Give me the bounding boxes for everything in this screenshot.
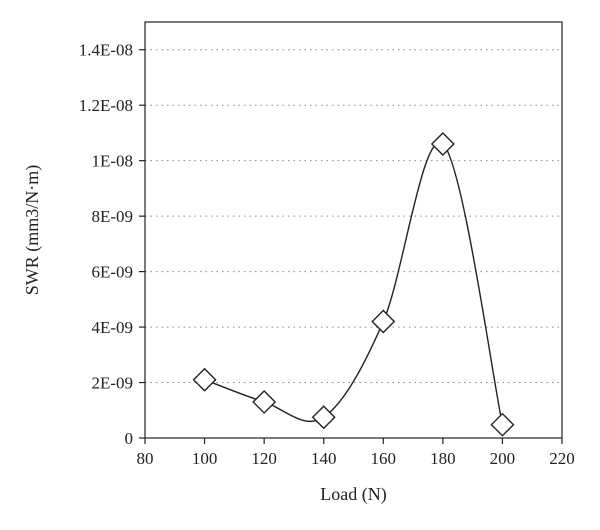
y-axis-title: SWR (mm3/N·m) (22, 165, 43, 296)
x-tick-label: 180 (430, 449, 456, 468)
y-tick-label: 6E-09 (91, 263, 133, 282)
grid-lines (145, 49, 562, 384)
data-point-marker (490, 412, 515, 437)
x-axis: 80 100 120 140 160 180 200 220 (137, 438, 575, 468)
y-tick-label: 8E-09 (91, 207, 133, 226)
x-tick-label: 220 (549, 449, 575, 468)
y-tick-label: 1.2E-08 (79, 96, 133, 115)
data-point-marker (371, 309, 396, 334)
y-tick-label: 4E-09 (91, 318, 133, 337)
y-tick-label: 1.4E-08 (79, 41, 133, 60)
x-tick-label: 100 (192, 449, 218, 468)
series-curve (204, 141, 504, 425)
x-tick-label: 200 (490, 449, 516, 468)
x-tick-label: 120 (251, 449, 277, 468)
x-tick-label: 160 (371, 449, 397, 468)
series-markers (192, 132, 515, 437)
data-point-marker (311, 405, 336, 430)
y-axis: 0 2E-09 4E-09 6E-09 8E-09 1E-08 1.2E-08 1.4E-08 (79, 41, 145, 448)
data-point-marker (252, 389, 277, 414)
y-tick-label: 2E-09 (91, 374, 133, 393)
x-tick-label: 80 (137, 449, 154, 468)
plot-frame (144, 21, 563, 439)
data-point-marker (192, 367, 217, 392)
x-axis-title: Load (N) (320, 484, 386, 505)
y-tick-label: 0 (125, 429, 134, 448)
x-tick-label: 140 (311, 449, 337, 468)
data-point-marker (430, 132, 455, 157)
y-tick-label: 1E-08 (91, 152, 133, 171)
